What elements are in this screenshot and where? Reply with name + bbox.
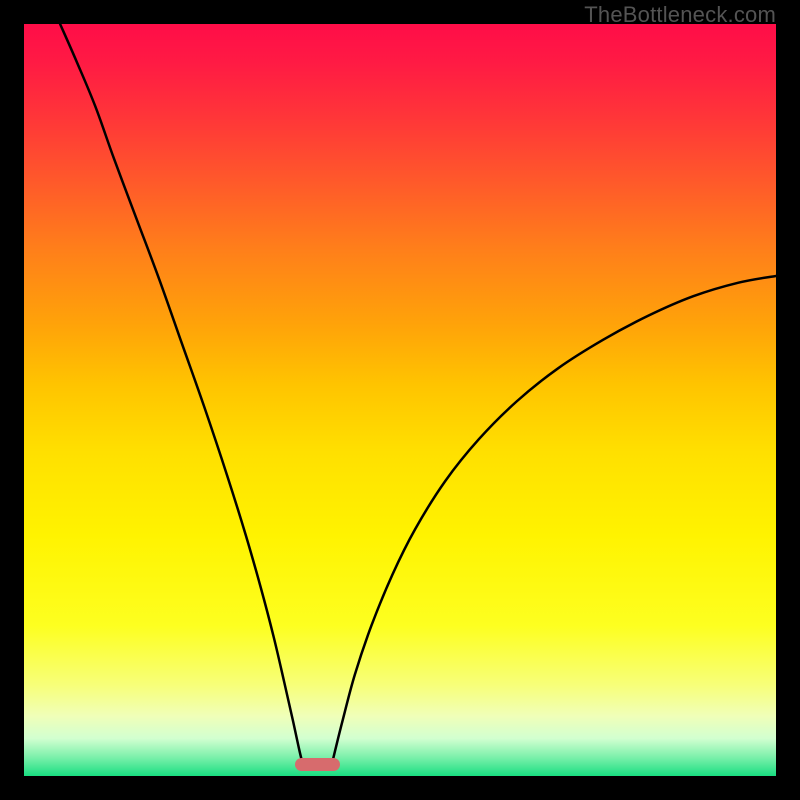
plot-area <box>24 24 776 776</box>
watermark-label: TheBottleneck.com <box>584 2 776 28</box>
chart-container: TheBottleneck.com <box>0 0 800 800</box>
bottleneck-curve <box>24 24 776 776</box>
optimum-marker <box>295 758 340 772</box>
